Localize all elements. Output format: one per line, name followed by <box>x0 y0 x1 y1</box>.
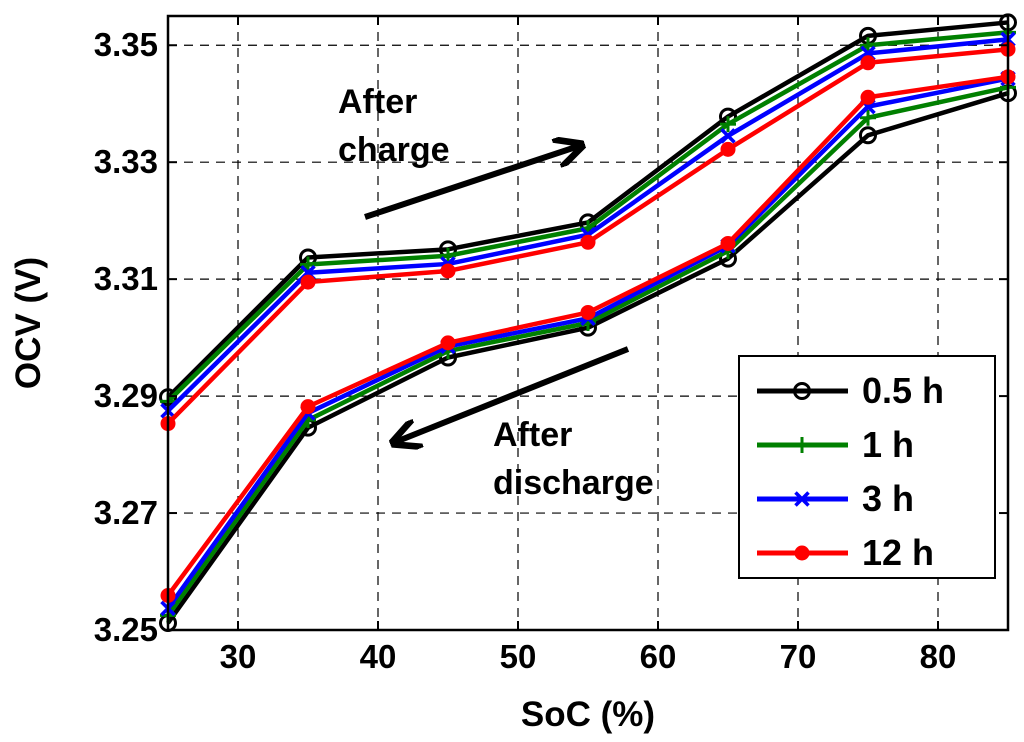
legend-label-12-h: 12 h <box>862 532 934 573</box>
x-axis-label: SoC (%) <box>521 695 655 734</box>
annotation-charge-arrow <box>364 145 582 220</box>
x-tick-label-50: 50 <box>500 638 537 675</box>
point-12-h-discharge-45 <box>440 335 456 351</box>
x-tick-label-30: 30 <box>220 638 257 675</box>
legend-label-0-5-h: 0.5 h <box>862 370 944 411</box>
annotation-after-discharge: After discharge <box>393 346 654 502</box>
x-tick-label-60: 60 <box>640 638 677 675</box>
point-1-h-charge-45 <box>440 247 456 264</box>
point-12-h-discharge-35 <box>300 399 316 415</box>
point-1-h-charge-65 <box>720 116 736 133</box>
annotation-charge-line-1: After <box>338 83 417 121</box>
legend-marker-0-5-h <box>793 382 811 400</box>
legend-label-1-h: 1 h <box>862 424 914 465</box>
point-3-h-charge-65 <box>720 128 736 144</box>
annotation-discharge-line-1: After <box>493 416 572 454</box>
point-12-h-discharge-75 <box>860 89 876 105</box>
point-0-5-h-discharge-75 <box>859 126 877 145</box>
series-12-h <box>160 41 1016 603</box>
legend-item-12-h: 12 h <box>757 532 934 573</box>
x-tick-label-40: 40 <box>360 638 397 675</box>
point-12-h-discharge-55 <box>580 304 596 320</box>
y-tick-label-0: 3.25 <box>94 611 158 648</box>
point-12-h-discharge-65 <box>720 235 736 251</box>
point-12-h-charge-35 <box>300 274 316 290</box>
legend-item-1-h: 1 h <box>757 424 914 465</box>
y-tick-label-3: 3.31 <box>94 260 158 297</box>
annotation-charge-line-2: charge <box>338 131 450 169</box>
x-tick-label-80: 80 <box>920 638 957 675</box>
y-tick-label-2: 3.29 <box>94 377 158 414</box>
point-12-h-charge-75 <box>860 55 876 71</box>
point-12-h-charge-65 <box>720 141 736 157</box>
x-tick-label-70: 70 <box>780 638 817 675</box>
annotation-after-charge: After charge <box>338 83 582 220</box>
ticks: 30 40 50 60 70 80 3.25 3.27 3.29 3.31 3.33 3.35 <box>94 16 1008 675</box>
annotation-discharge-line-2: discharge <box>493 464 654 502</box>
y-tick-label-1: 3.27 <box>94 494 158 531</box>
legend-marker-3-h <box>794 491 810 507</box>
point-1-h-charge-35 <box>300 256 316 273</box>
legend-item-0-5-h: 0.5 h <box>757 370 944 411</box>
y-axis-label: OCV (V) <box>9 257 48 389</box>
legend: 0.5 h 1 h 3 h 12 h <box>738 355 996 579</box>
legend-marker-1-h <box>794 437 810 453</box>
point-1-h-discharge-75 <box>860 109 876 126</box>
plot-frame <box>166 14 1010 632</box>
legend-marker-12-h <box>794 545 810 561</box>
annotation-discharge-arrow <box>393 346 630 443</box>
point-1-h-charge-75 <box>860 37 876 54</box>
y-tick-label-4: 3.33 <box>94 143 158 180</box>
point-12-h-charge-55 <box>580 234 596 250</box>
y-tick-label-5: 3.35 <box>94 26 158 63</box>
legend-item-3-h: 3 h <box>757 478 914 519</box>
series-group <box>159 13 1017 632</box>
legend-label-3-h: 3 h <box>862 478 914 519</box>
point-12-h-charge-45 <box>440 263 456 279</box>
